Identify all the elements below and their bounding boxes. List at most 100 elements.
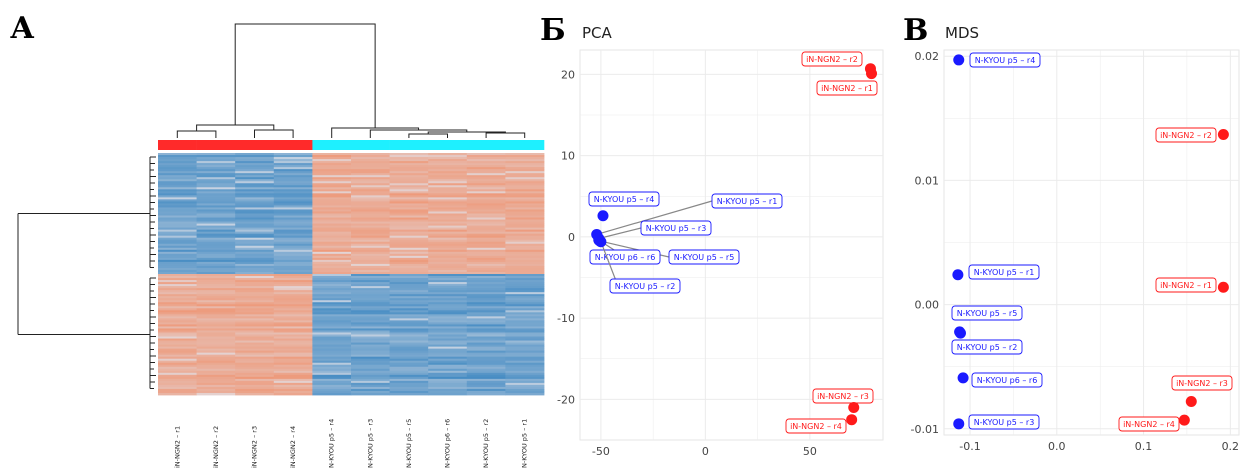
heatmap-cell: [235, 284, 275, 287]
heatmap-cell: [273, 298, 313, 301]
heatmap-cell: [351, 390, 390, 394]
heatmap-cell: [312, 374, 352, 378]
heatmap-cell: [466, 177, 506, 180]
heatmap-cell: [312, 233, 352, 237]
heatmap-cell: [196, 163, 236, 166]
heatmap-cell: [351, 271, 390, 275]
heatmap-cell: [273, 227, 313, 231]
heatmap-cell: [235, 219, 275, 222]
heatmap-cell: [312, 265, 352, 269]
heatmap-cell: [505, 269, 545, 273]
heatmap-cell: [351, 362, 390, 366]
y-tick-label: 20: [561, 68, 575, 81]
heatmap-cell: [235, 346, 275, 350]
heatmap-cell: [158, 179, 197, 182]
column-group-bar: [351, 140, 390, 150]
heatmap-cell: [158, 157, 197, 160]
heatmap-cell: [466, 261, 506, 265]
heatmap-cell: [273, 203, 313, 206]
heatmap-cell: [196, 324, 236, 327]
heatmap-cell: [273, 374, 313, 378]
heatmap-cell: [158, 263, 197, 267]
heatmap-cell: [428, 271, 468, 275]
panel-letter-a: А: [10, 11, 35, 46]
heatmap-cell: [312, 280, 352, 283]
heatmap-cell: [158, 294, 197, 297]
heatmap-cell: [428, 189, 468, 192]
heatmap-cell: [389, 342, 429, 345]
heatmap-cell: [273, 320, 313, 323]
heatmap-cell: [196, 169, 236, 172]
heatmap-cell: [389, 288, 429, 291]
heatmap-cell: [505, 364, 545, 368]
heatmap-cell: [273, 362, 313, 366]
heatmap-cell: [235, 175, 275, 178]
heatmap-cell: [312, 342, 352, 345]
heatmap-cell: [158, 316, 197, 319]
heatmap-cell: [273, 229, 313, 233]
heatmap-cell: [505, 360, 545, 364]
heatmap-cell: [196, 386, 236, 390]
heatmap-cell: [312, 155, 352, 158]
heatmap-cell: [196, 209, 236, 212]
heatmap-cell: [466, 201, 506, 204]
heatmap-cell: [235, 213, 275, 216]
heatmap-cell: [389, 348, 429, 352]
heatmap-cell: [196, 322, 236, 325]
data-point: [848, 402, 860, 413]
heatmap-cell: [158, 271, 197, 275]
heatmap-cell: [312, 171, 352, 174]
heatmap-cell: [466, 169, 506, 172]
heatmap-cell: [158, 350, 197, 354]
heatmap-column-label: N-KYOU p5 – r2: [482, 419, 490, 468]
heatmap-cell: [389, 269, 429, 273]
heatmap-cell: [235, 308, 275, 311]
heatmap-cell: [312, 332, 352, 335]
heatmap-cell: [235, 183, 275, 186]
heatmap-cell: [196, 302, 236, 305]
heatmap-cell: [312, 269, 352, 273]
heatmap-cell: [273, 269, 313, 273]
heatmap-cell: [505, 237, 545, 241]
heatmap-cell: [428, 261, 468, 265]
heatmap-cell: [505, 312, 545, 315]
heatmap-cell: [428, 227, 468, 231]
point-label-box: [589, 249, 661, 265]
heatmap-cell: [351, 356, 390, 360]
heatmap-cell: [389, 167, 429, 170]
point-label-box: [812, 388, 874, 404]
heatmap-cell: [158, 326, 197, 329]
heatmap-cell: [158, 169, 197, 172]
heatmap-cell: [235, 171, 275, 174]
heatmap-cell: [273, 344, 313, 347]
heatmap-cell: [389, 280, 429, 283]
heatmap-cell: [273, 338, 313, 341]
heatmap-cell: [235, 388, 275, 392]
heatmap-cell: [389, 183, 429, 186]
heatmap-cell: [389, 229, 429, 233]
heatmap-cell: [428, 306, 468, 309]
point-label: N-KYOU p5 – r1: [974, 268, 1035, 277]
heatmap-cell: [466, 175, 506, 178]
heatmap-cell: [389, 354, 429, 358]
heatmap-cell: [351, 205, 390, 208]
heatmap-cell: [466, 253, 506, 257]
heatmap-cell: [389, 292, 429, 295]
heatmap-cell: [273, 392, 313, 396]
heatmap-cell: [235, 167, 275, 170]
heatmap-cell: [235, 380, 275, 384]
heatmap-cell: [312, 344, 352, 347]
heatmap-cell: [505, 366, 545, 370]
point-label-box: [1155, 127, 1217, 143]
heatmap-cell: [312, 294, 352, 297]
heatmap-cell: [351, 185, 390, 188]
y-tick-label: 10: [561, 150, 575, 163]
heatmap-cell: [235, 185, 275, 188]
heatmap-cell: [351, 217, 390, 220]
heatmap-cell: [428, 165, 468, 168]
heatmap-cell: [235, 316, 275, 319]
heatmap-cell: [196, 227, 236, 231]
heatmap-cell: [273, 219, 313, 222]
heatmap-cell: [196, 364, 236, 368]
heatmap-cell: [428, 388, 468, 392]
